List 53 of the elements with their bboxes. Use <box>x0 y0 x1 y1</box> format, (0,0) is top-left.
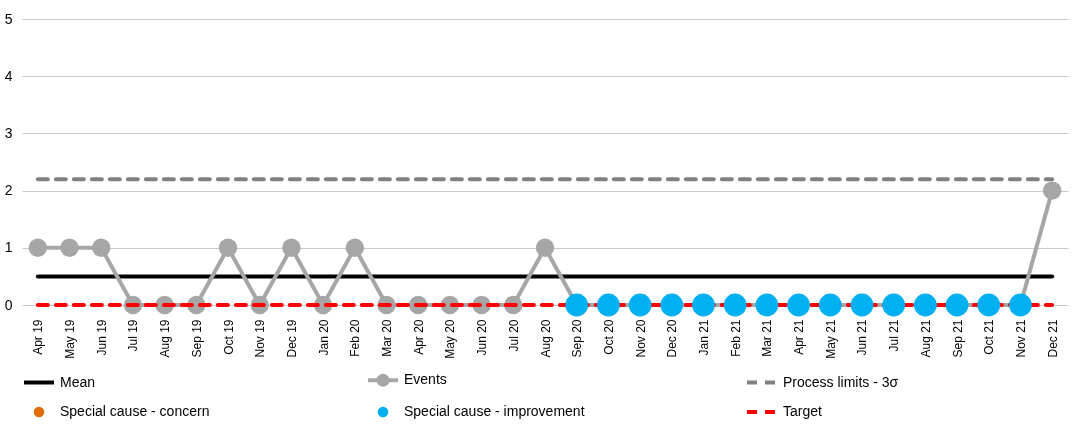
x-tick-label: Jun 19 <box>94 319 109 356</box>
x-tick-label: Dec 19 <box>284 319 299 358</box>
x-tick-label: Jun 20 <box>475 319 490 356</box>
x-tick-label: Sep 19 <box>189 319 204 358</box>
x-tick-label: Oct 20 <box>601 319 616 355</box>
point <box>1042 181 1062 200</box>
legend-label: Process limits - 3σ <box>783 373 899 390</box>
point <box>345 238 365 257</box>
x-tick-label: Nov 19 <box>253 319 268 358</box>
x-tick-label: Nov 20 <box>633 319 648 358</box>
y-tick-label: 1 <box>4 239 13 256</box>
point <box>60 238 79 257</box>
point <box>282 238 301 257</box>
x-tick-label: Oct 19 <box>221 319 236 355</box>
x-tick-label: Mar 21 <box>760 319 775 357</box>
x-tick-label: May 20 <box>443 319 458 359</box>
x-tick-label: Mar 20 <box>380 319 395 357</box>
x-tick-label: Sep 20 <box>570 319 585 358</box>
x-tick-label: Jun 21 <box>855 319 870 356</box>
x-tick-label: Aug 21 <box>918 319 933 358</box>
x-tick-label: Sep 21 <box>950 319 965 358</box>
x-tick-label: Nov 21 <box>1013 319 1028 358</box>
x-tick-label: Apr 19 <box>31 319 46 355</box>
x-tick-label: Jan 21 <box>696 319 711 356</box>
y-tick-label: 4 <box>4 67 13 84</box>
legend-label: Events <box>404 371 447 388</box>
x-tick-label: Aug 20 <box>538 319 553 358</box>
x-tick-label: May 19 <box>63 319 78 359</box>
y-tick-label: 2 <box>4 182 13 199</box>
legend-label: Special cause - improvement <box>404 403 585 419</box>
point <box>28 238 48 257</box>
x-tick-label: Jul 21 <box>887 319 902 352</box>
point <box>218 238 238 257</box>
point <box>92 238 111 257</box>
x-tick-label: Apr 20 <box>411 319 426 355</box>
y-tick-label: 0 <box>4 296 13 313</box>
point <box>535 238 555 257</box>
legend-label: Target <box>783 403 823 419</box>
legend-label: Special cause - concern <box>60 403 210 419</box>
x-tick-label: Feb 20 <box>348 319 363 357</box>
x-tick-label: Jul 20 <box>506 319 521 352</box>
y-tick-label: 5 <box>4 10 13 27</box>
x-tick-label: Jul 19 <box>126 319 141 352</box>
legend-label: Mean <box>60 373 96 390</box>
x-tick-label: Oct 21 <box>982 319 997 355</box>
x-tick-label: Dec 20 <box>665 319 680 358</box>
x-tick-label: Dec 21 <box>1045 319 1060 358</box>
x-tick-label: Aug 19 <box>158 319 173 358</box>
y-tick-label: 3 <box>4 124 13 141</box>
x-tick-label: Feb 21 <box>728 319 743 357</box>
x-tick-label: Apr 21 <box>792 319 807 355</box>
x-tick-label: May 21 <box>823 319 838 359</box>
x-tick-label: Jan 20 <box>316 319 331 356</box>
